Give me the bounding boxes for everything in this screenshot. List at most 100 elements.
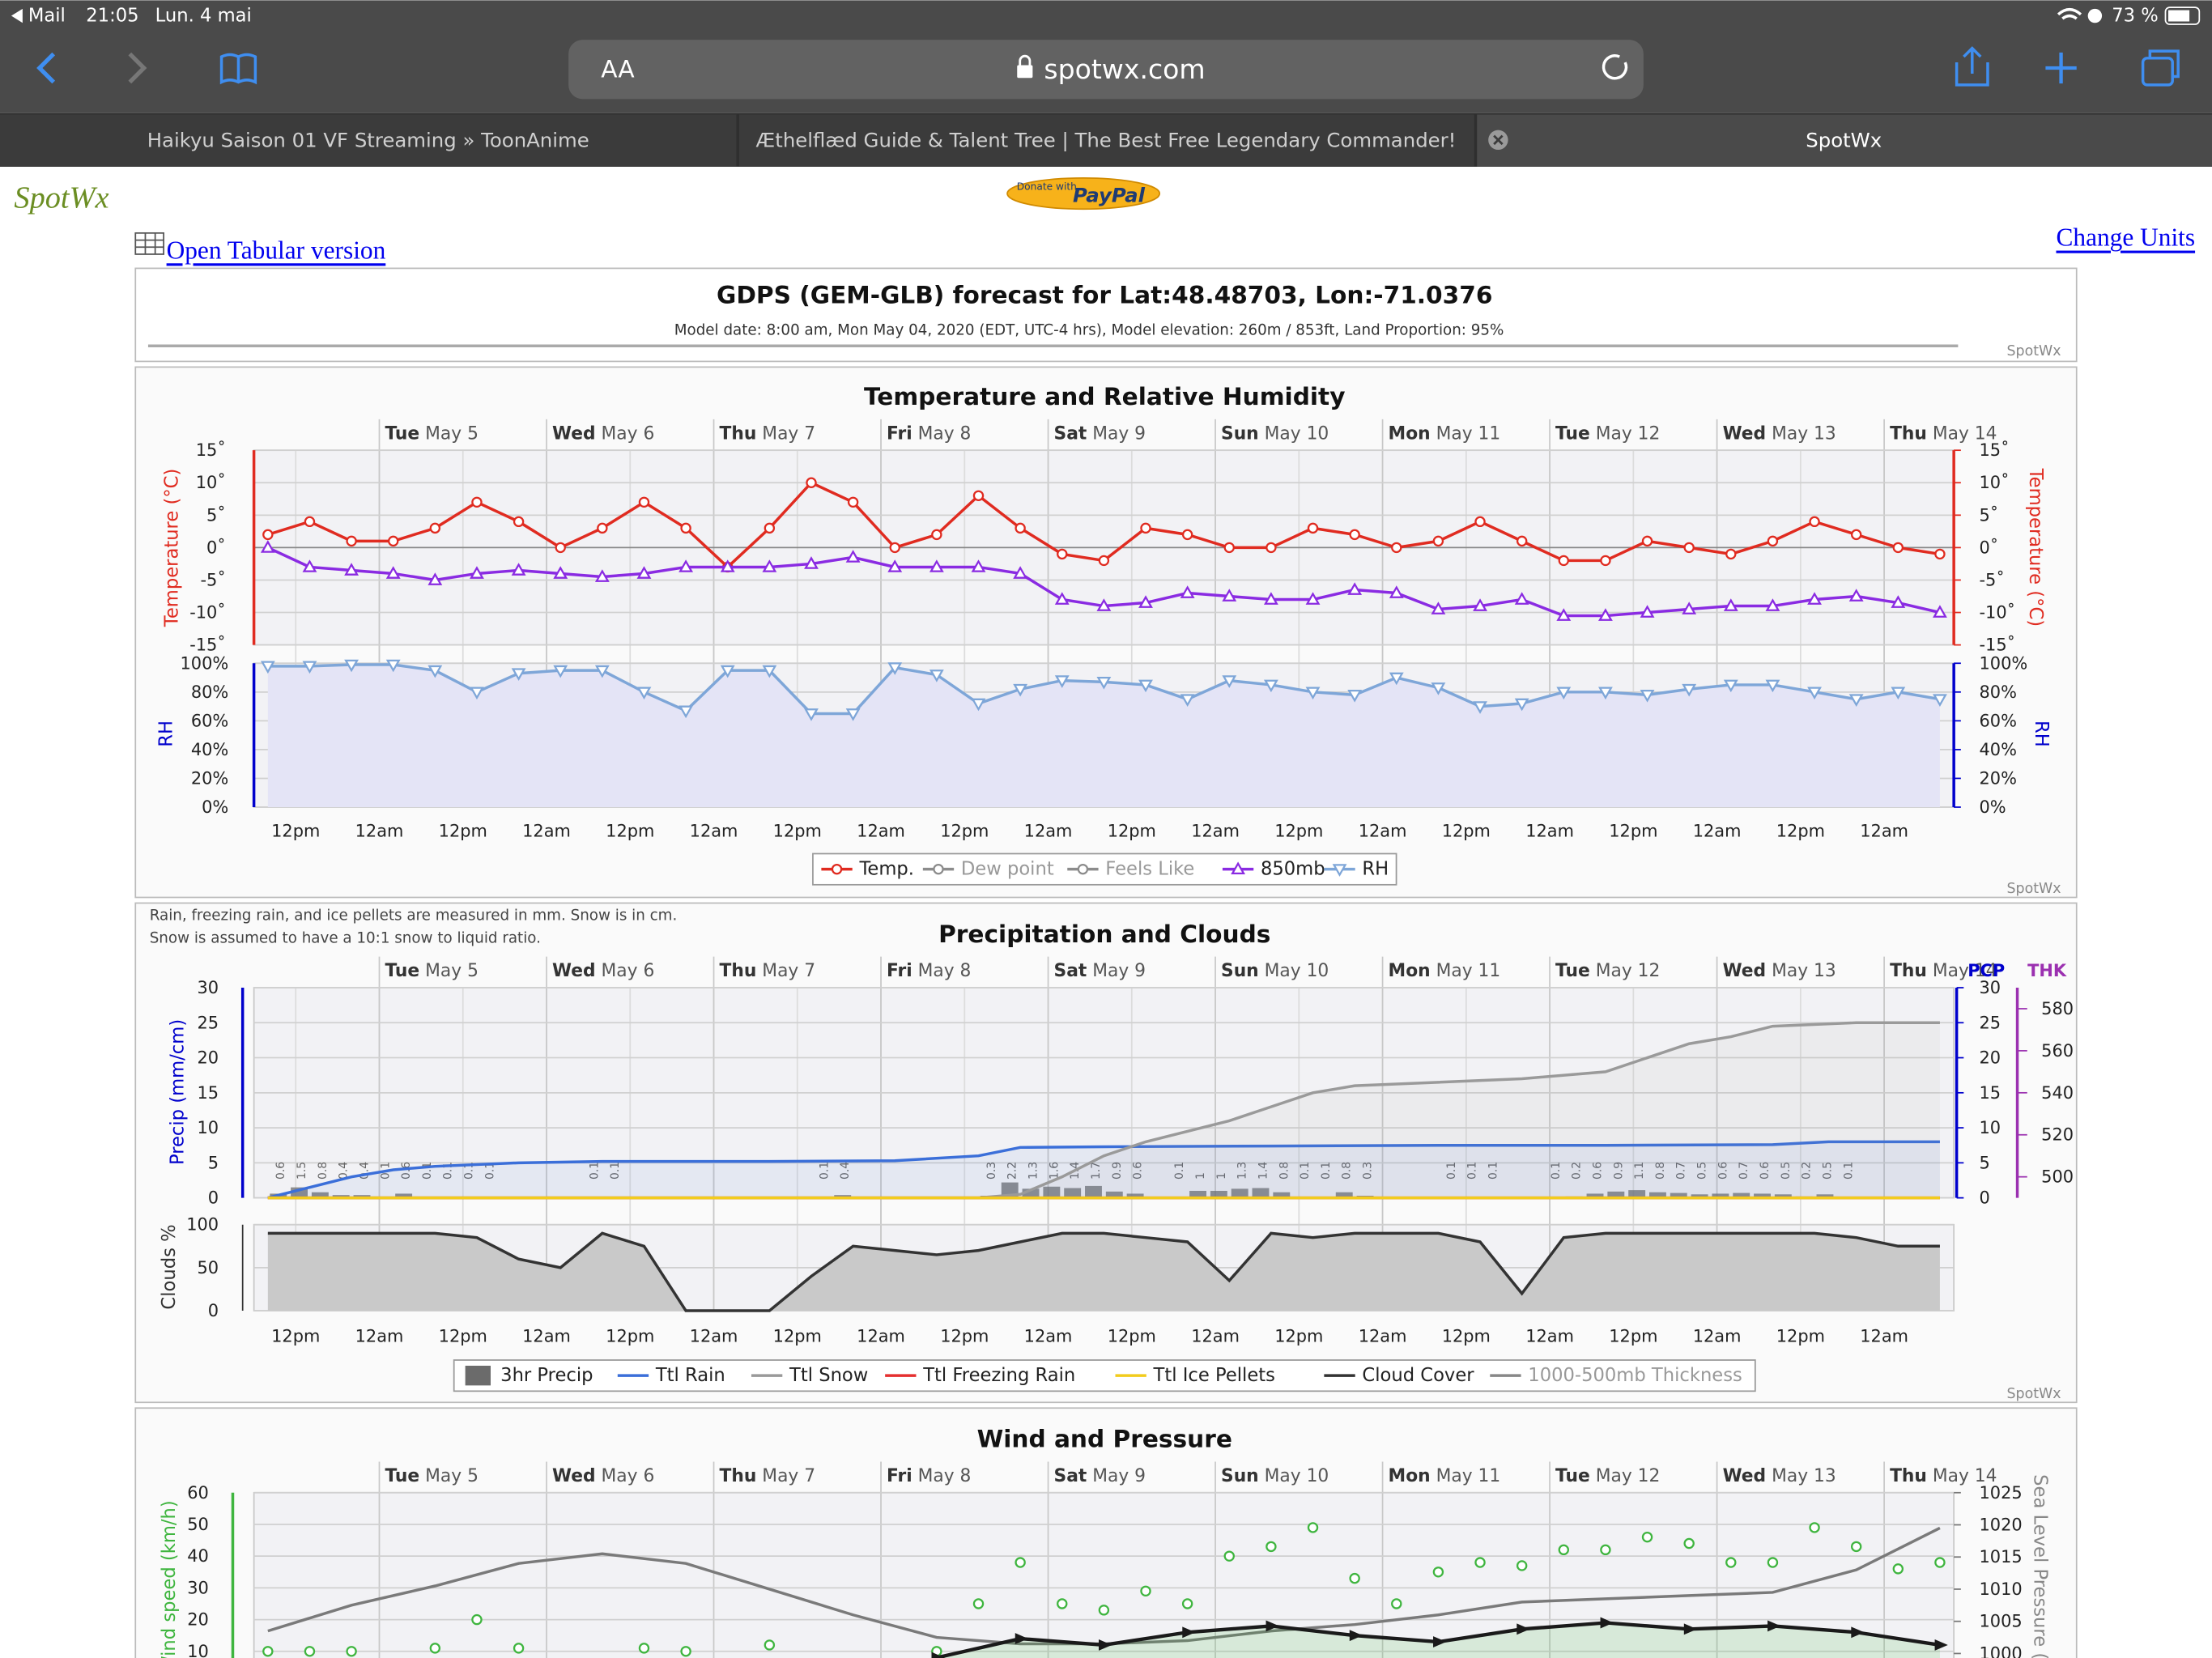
marker [346,1646,357,1657]
chart-title: Precipitation and Clouds [938,920,1270,948]
tabs-button[interactable] [2141,57,2174,87]
tab[interactable] [0,114,737,167]
reload-button[interactable] [1602,54,1628,80]
y-tick-label: 30 [187,1578,209,1597]
text-size-button[interactable]: AA [601,56,635,83]
marker [1332,864,1347,877]
marker [972,1598,985,1609]
hour-label: 12am [1860,822,1908,841]
back-button[interactable] [36,52,56,84]
y-tick-label: 30 [1980,978,2001,997]
y-tick-label: 5 [1980,1153,1990,1172]
paypal-button[interactable] [1006,177,1161,210]
y-tick-label: 100% [181,653,229,673]
tab[interactable] [738,114,1474,167]
marker [1098,555,1110,567]
marker [1222,675,1237,688]
day-label: Thu May 7 [719,423,815,444]
tab-active[interactable] [1477,114,2212,167]
marker [1140,1585,1151,1597]
share-button[interactable] [1955,46,1989,87]
paypal-small[interactable]: Donate with [1017,181,1077,192]
marker [971,698,986,712]
hour-label: 12am [1693,822,1742,841]
marker [1391,1598,1402,1609]
y-tick-label: 10 [1980,1118,2001,1137]
day-label: Tue May 5 [385,961,478,981]
day-date: May 6 [602,961,655,981]
precip-bar [1754,1193,1771,1198]
marker [1891,687,1906,700]
day-date: May 10 [1265,1465,1329,1486]
y-tick-label: 50 [187,1515,209,1534]
hour-label: 12pm [940,822,989,841]
marker [1391,542,1402,554]
tab-title[interactable]: Æthelflæd Guide & Talent Tree | The Best… [756,128,1457,151]
precip-value-label: 0.1 [1466,1162,1479,1180]
precip-value-label: 0.4 [338,1162,351,1180]
back-app-icon[interactable] [11,8,23,23]
hour-label: 12am [1024,822,1073,841]
y-tick-label: 100% [1980,653,2028,673]
moon-icon [2087,8,2103,23]
new-tab-button[interactable] [2045,52,2077,84]
back-app[interactable]: Mail [28,6,66,27]
url[interactable]: spotwx.com [1044,53,1205,85]
marker [678,705,694,719]
bookmarks-button[interactable] [219,53,257,85]
day-label: Thu May 7 [719,1465,815,1486]
hour-label: 12pm [1108,1326,1156,1346]
y-tick-label: 80% [191,682,228,702]
marker [1851,1626,1865,1639]
marker [1809,516,1820,528]
day-name: Thu [1890,1465,1927,1486]
tabular-link[interactable]: Open Tabular version [167,236,386,264]
marker [1516,1560,1528,1571]
url-field[interactable] [568,40,1644,100]
forward-button[interactable] [128,52,147,84]
marker [762,665,777,678]
hour-label: 12pm [1274,1326,1323,1346]
paypal-label[interactable]: PayPal [1073,183,1146,206]
hour-label: 12am [1191,822,1240,841]
precip-value-label: 0.3 [985,1162,998,1180]
marker [680,522,691,534]
precip-value-label: 0.1 [1299,1162,1312,1180]
marker [511,563,526,576]
day-label: Thu May 14 [1890,1465,1997,1486]
units-link[interactable]: Change Units [2056,223,2195,252]
hour-label: 12am [1359,822,1407,841]
plot-area [253,1491,1955,1658]
day-label: Mon May 11 [1389,1465,1501,1486]
day-date: May 8 [918,961,972,981]
marker [1263,592,1278,605]
day-date: May 7 [762,1465,815,1486]
marker [385,659,401,673]
marker [1307,1522,1319,1533]
marker [594,665,610,678]
marker [1347,582,1363,595]
day-name: Tue [385,961,419,981]
marker [513,1643,525,1654]
y-tick-label: 15˚ [196,440,226,460]
hour-label: 12pm [1776,1326,1825,1346]
tab-title[interactable]: Haikyu Saison 01 VF Streaming » ToonAnim… [147,128,589,151]
y-tick-label: -10˚ [1980,603,2016,623]
day-date: May 5 [425,1465,479,1486]
precip-bar [1816,1194,1834,1198]
watermark: SpotWx [2006,343,2061,359]
marker [1015,1633,1028,1645]
day-name: Wed [552,423,596,444]
marker [1181,529,1193,541]
precip-value-label: 0.1 [1487,1162,1499,1180]
y-tick-label: 1025 [1980,1483,2023,1503]
axis-label: RH [2031,721,2052,747]
day-name: Tue [385,1465,419,1486]
day-date: May 7 [762,423,815,444]
series-line [267,1140,1940,1200]
precip-value-label: 0.9 [1612,1162,1625,1180]
day-label: Fri May 8 [887,1465,971,1486]
logo[interactable]: SpotWx [14,181,108,215]
tab-title[interactable]: SpotWx [1806,128,1882,151]
precip-bar [1252,1188,1270,1198]
